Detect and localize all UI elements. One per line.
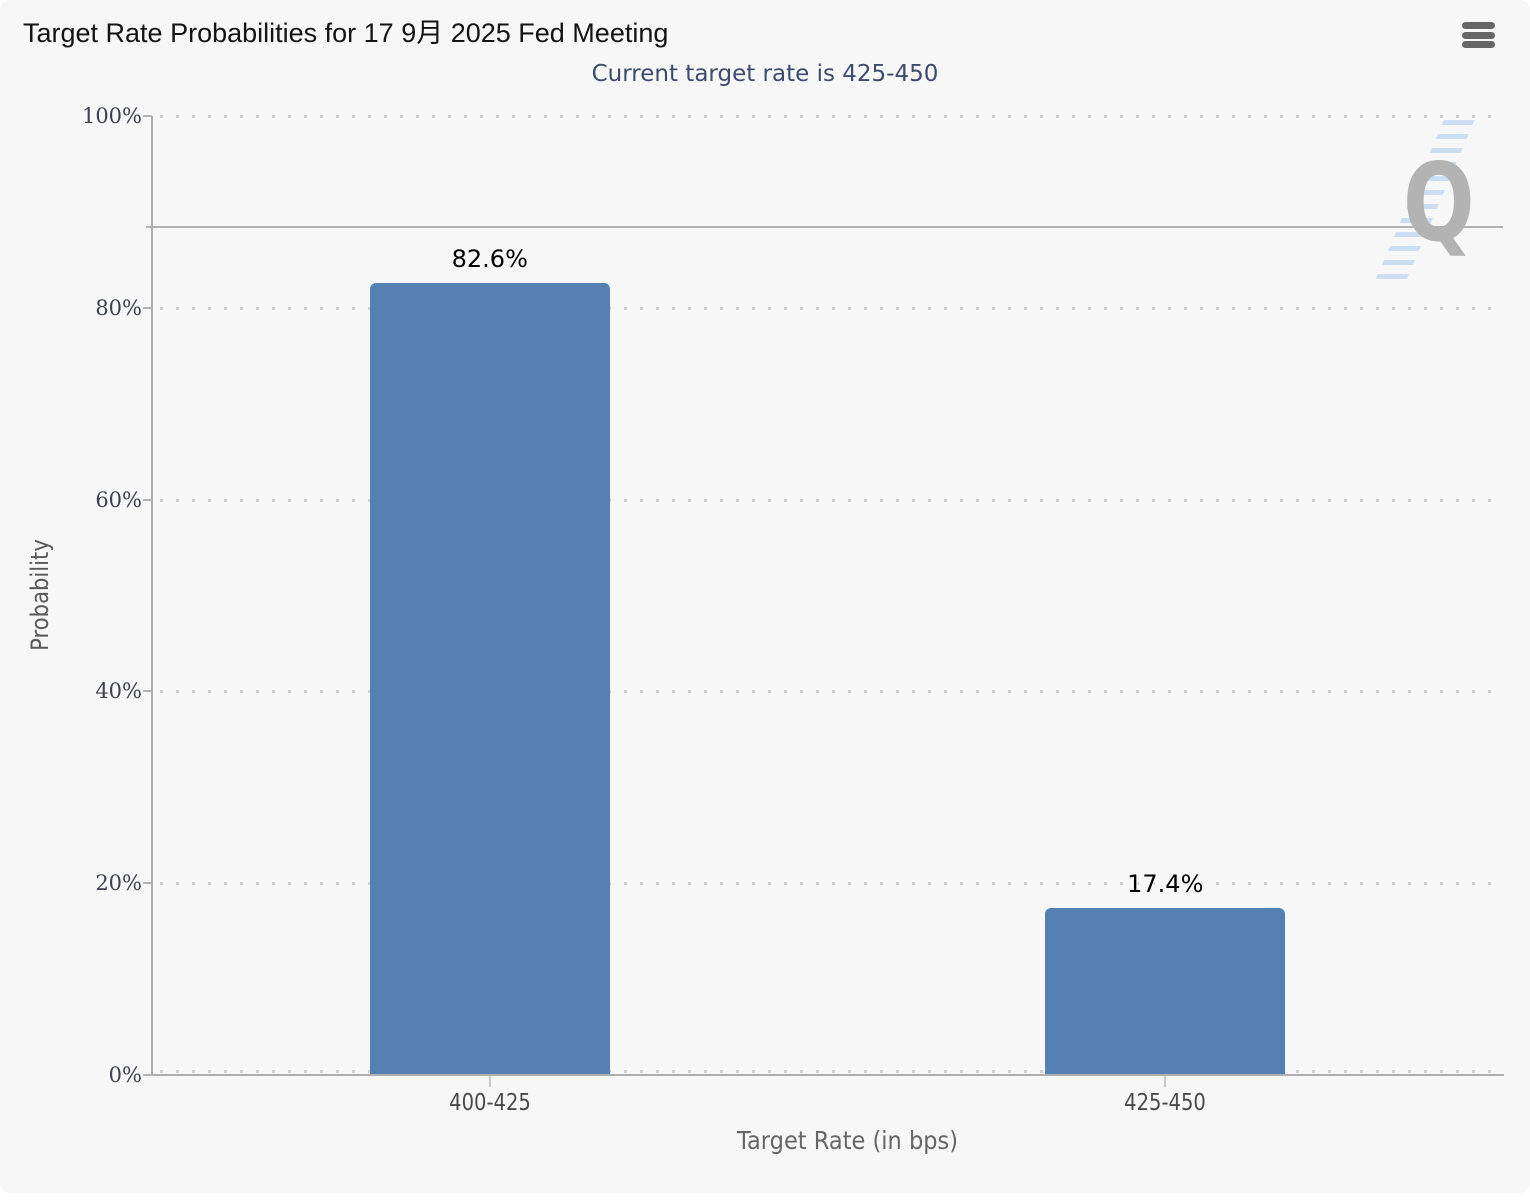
x-tick-mark xyxy=(488,1076,491,1087)
x-axis-title: Target Rate (in bps) xyxy=(737,1126,959,1155)
y-tick-label: 100% xyxy=(81,104,142,128)
x-tick-mark xyxy=(1164,1076,1167,1087)
y-tick-mark xyxy=(143,498,152,501)
y-gridline xyxy=(160,882,1503,886)
y-tick-label: 60% xyxy=(95,487,142,512)
y-tick-mark xyxy=(143,1074,152,1076)
bar-value-label: 17.4% xyxy=(1127,870,1204,899)
y-tick-mark xyxy=(143,115,152,117)
y-tick-mark xyxy=(143,306,152,309)
chart-title: Target Rate Probabilities for 17 9月 2025… xyxy=(23,18,669,48)
bar[interactable] xyxy=(369,282,610,1075)
hamburger-icon xyxy=(1462,22,1496,48)
y-gridline xyxy=(160,1070,1503,1073)
y-axis-line xyxy=(151,116,153,1076)
y-tick-mark xyxy=(143,882,152,885)
y-gridline xyxy=(160,115,1503,118)
x-axis-line xyxy=(151,1074,1504,1076)
x-tick-label: 425-450 xyxy=(1124,1090,1207,1116)
reference-line xyxy=(152,226,1503,229)
chart-menu-button[interactable] xyxy=(1458,19,1500,53)
plot-area xyxy=(152,116,1503,1075)
y-tick-label: 80% xyxy=(95,295,142,320)
y-tick-label: 0% xyxy=(108,1063,142,1087)
bar-value-label: 82.6% xyxy=(451,244,528,273)
chart-subtitle: Current target rate is 425-450 xyxy=(591,61,939,87)
y-axis-title: Probability xyxy=(26,539,54,651)
x-tick-label: 400-425 xyxy=(448,1090,531,1116)
y-gridline xyxy=(160,306,1503,310)
y-tick-label: 40% xyxy=(95,679,142,704)
y-tick-label: 20% xyxy=(95,871,142,896)
y-tick-mark xyxy=(143,690,152,693)
y-gridline xyxy=(160,498,1503,502)
y-gridline xyxy=(160,690,1503,694)
reference-line-tick xyxy=(146,226,152,229)
bar[interactable] xyxy=(1045,908,1286,1075)
